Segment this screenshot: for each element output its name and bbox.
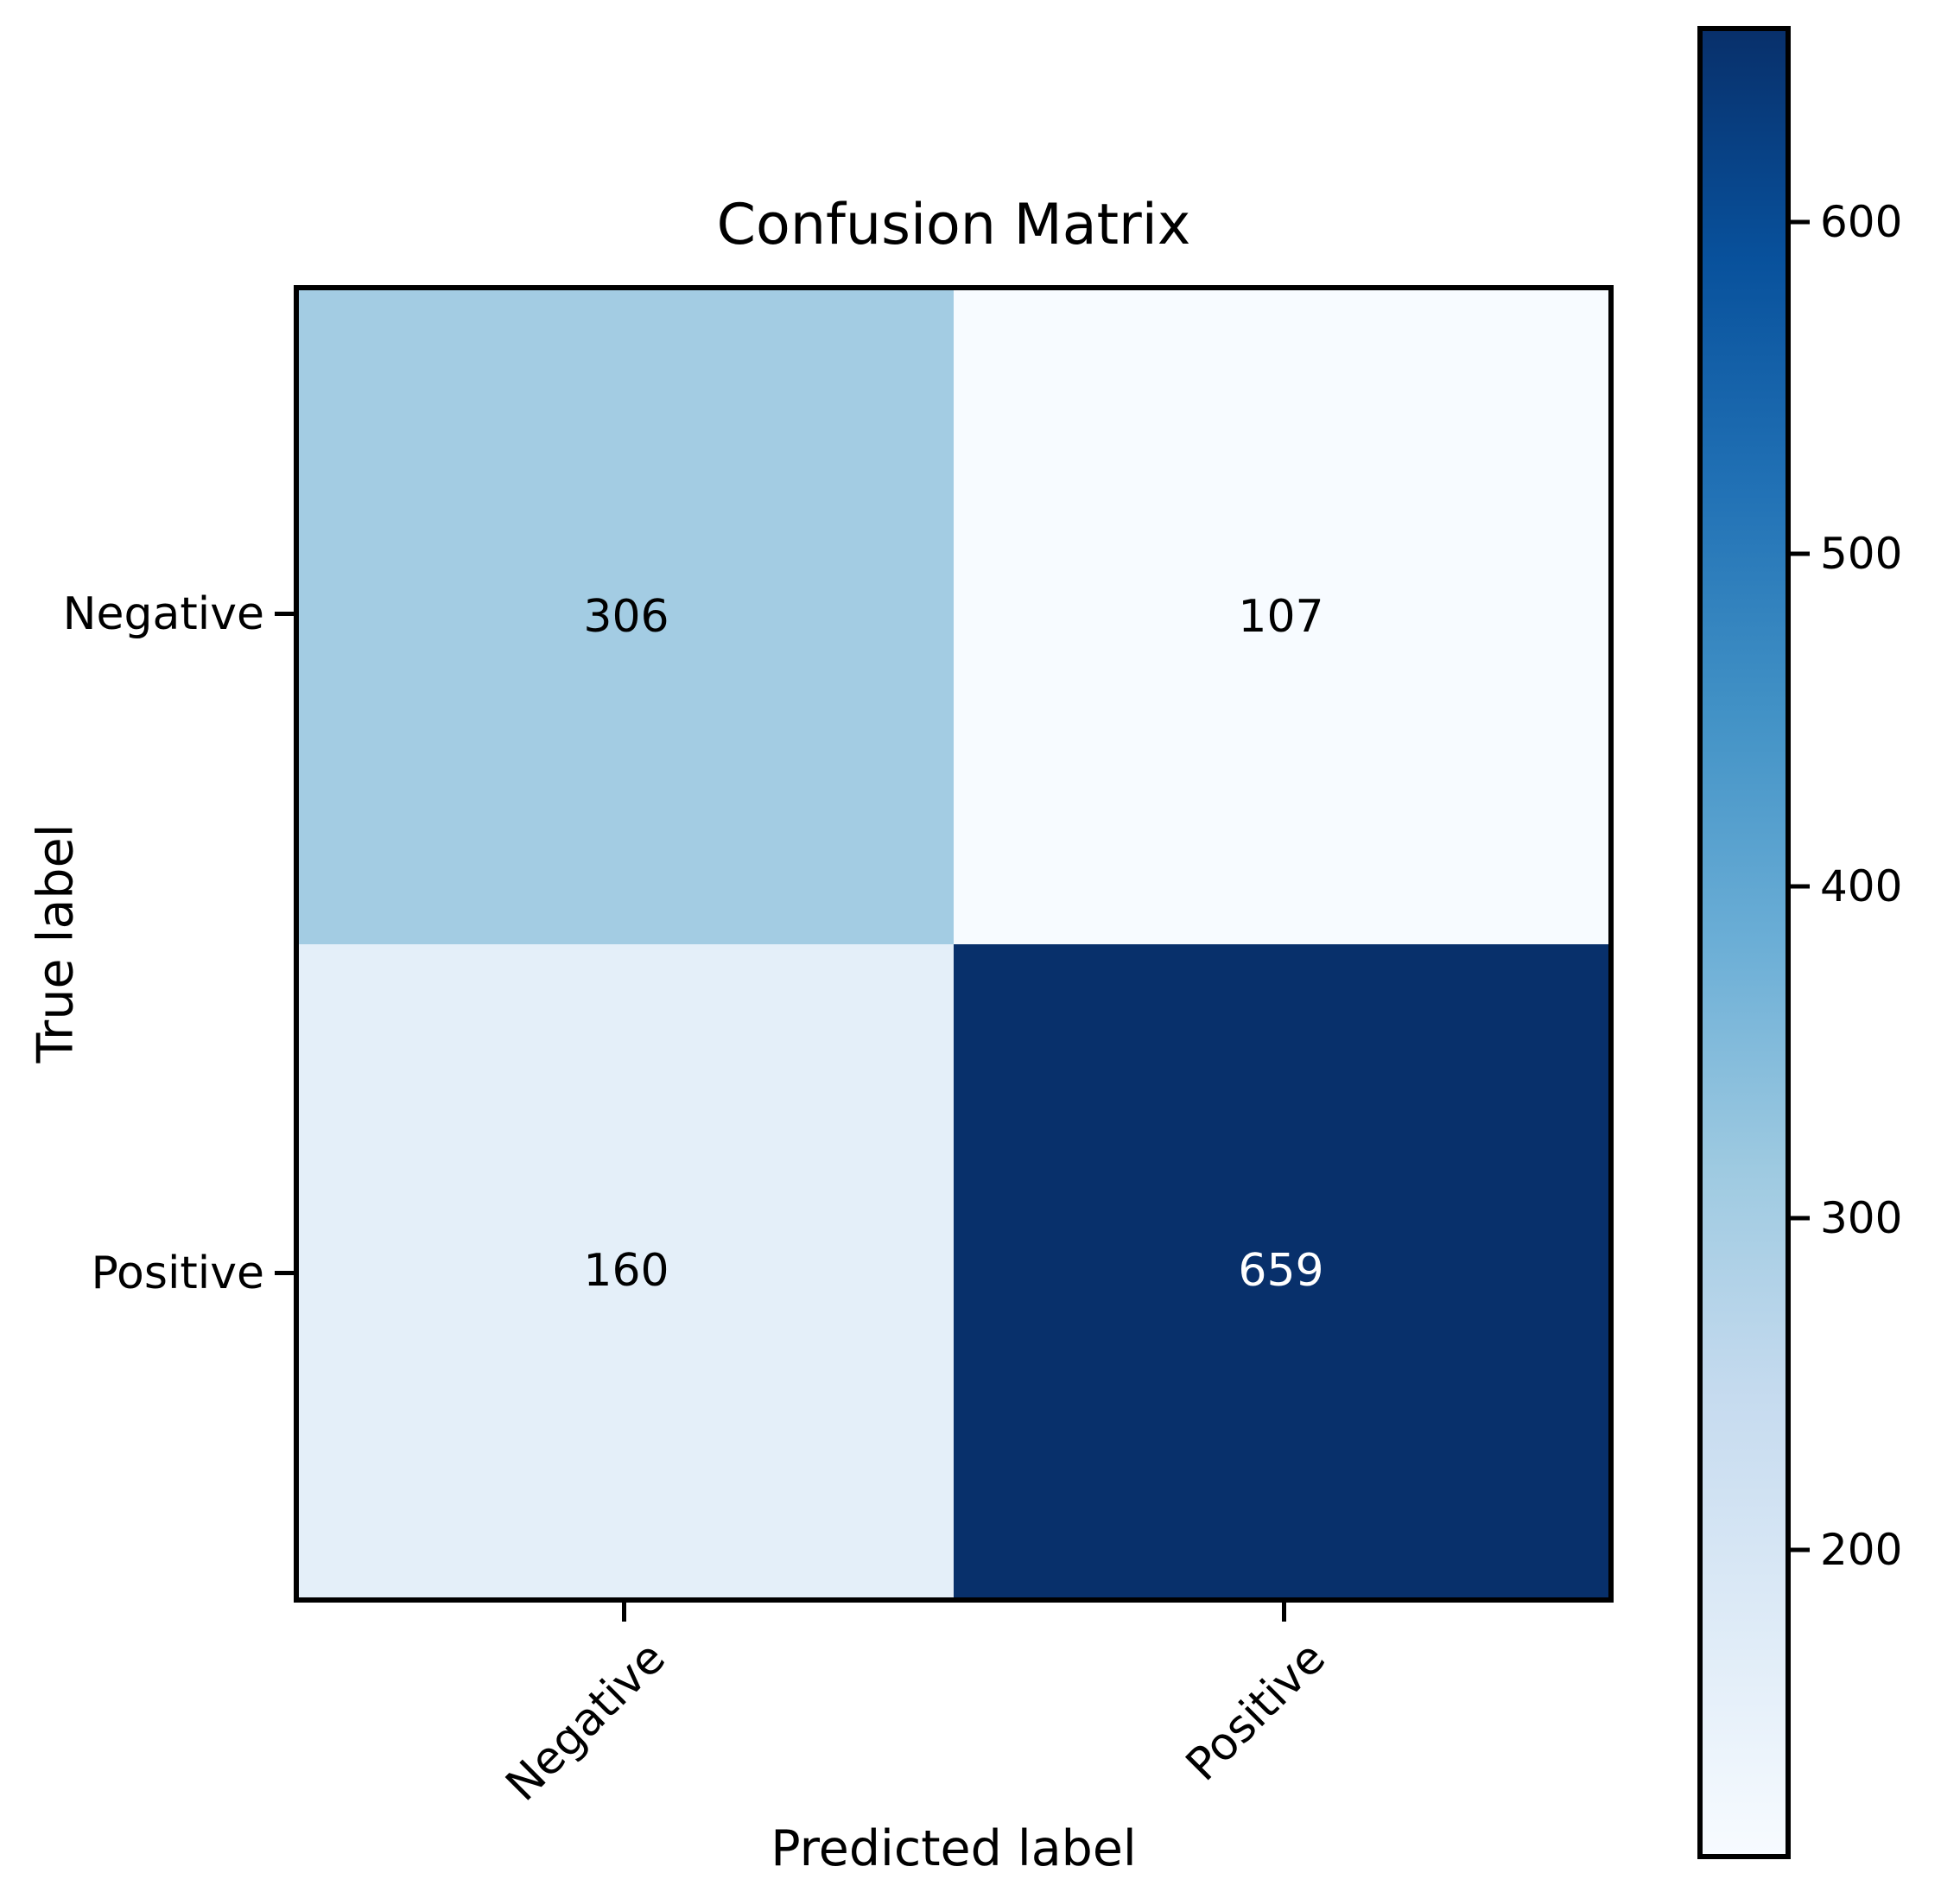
y-tick-mark-negative (275, 612, 294, 616)
y-tick-label-positive: Positive (91, 1248, 264, 1299)
x-tick-mark-negative (622, 1603, 626, 1622)
colorbar-tick-mark-600 (1791, 219, 1810, 225)
colorbar-tick-label-200: 200 (1820, 1525, 1903, 1575)
colorbar-tick-label-500: 500 (1820, 529, 1903, 579)
x-tick-mark-positive (1282, 1603, 1286, 1622)
colorbar-gradient (1697, 26, 1791, 1859)
colorbar-tick-label-400: 400 (1820, 861, 1903, 911)
x-tick-label-negative: Negative (496, 1632, 676, 1812)
colorbar-tick-mark-200 (1791, 1547, 1810, 1552)
x-axis-label: Predicted label (771, 1820, 1137, 1877)
chart-title: Confusion Matrix (716, 193, 1191, 257)
colorbar-tick-mark-300 (1791, 1216, 1810, 1221)
colorbar-tick-label-600: 600 (1820, 197, 1903, 247)
x-tick-label-positive: Positive (1176, 1632, 1335, 1792)
colorbar-tick-mark-500 (1791, 551, 1810, 556)
y-tick-label-negative: Negative (62, 588, 264, 640)
matrix-cell-r0c0: 306 (299, 290, 954, 944)
colorbar-tick-mark-400 (1791, 884, 1810, 889)
matrix-cell-r0c1: 107 (954, 290, 1608, 944)
matrix-cell-r1c0: 160 (299, 943, 954, 1597)
y-tick-mark-positive (275, 1271, 294, 1275)
colorbar-tick-label-300: 300 (1820, 1193, 1903, 1243)
y-axis-label: True label (27, 823, 85, 1063)
confusion-matrix-heatmap: 306 107 160 659 (294, 285, 1614, 1603)
matrix-cell-r1c1: 659 (954, 943, 1608, 1597)
